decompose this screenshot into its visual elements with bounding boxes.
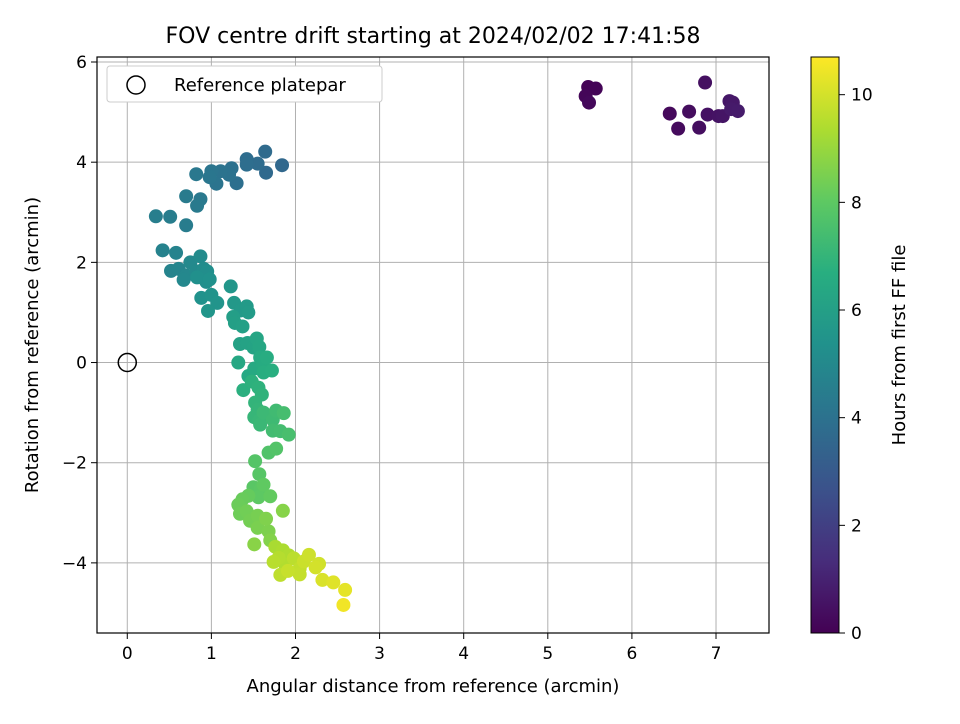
colorbar-label: Hours from first FF file	[889, 245, 910, 446]
data-point	[700, 107, 715, 122]
colorbar-gradient	[810, 56, 840, 634]
data-point	[231, 355, 246, 370]
data-point	[315, 572, 330, 587]
plot-frame	[96, 56, 770, 634]
x-axis-label: Angular distance from reference (arcmin)	[247, 676, 620, 697]
data-point	[275, 158, 290, 173]
data-point	[179, 189, 194, 204]
data-point	[163, 209, 178, 224]
data-point	[236, 383, 251, 398]
data-point	[259, 165, 274, 180]
y-tick-label: 4	[76, 153, 87, 173]
data-point	[582, 95, 597, 110]
data-point	[239, 157, 254, 172]
data-point	[301, 547, 316, 562]
data-point	[223, 279, 238, 294]
x-tick-label: 6	[626, 644, 637, 664]
data-point	[292, 567, 307, 582]
x-tick-label: 7	[711, 644, 722, 664]
data-point	[252, 467, 267, 482]
data-point	[202, 272, 217, 287]
legend: Reference platepar	[106, 65, 383, 103]
data-points	[148, 75, 745, 612]
reference-platepar-marker	[117, 352, 138, 373]
x-tick-label: 2	[290, 644, 301, 664]
data-point	[588, 81, 603, 96]
data-point	[256, 477, 271, 492]
data-point	[241, 305, 256, 320]
data-point	[155, 243, 170, 258]
colorbar-tick-label: 4	[851, 409, 862, 429]
data-point	[264, 363, 279, 378]
x-tick-label: 0	[122, 644, 133, 664]
colorbar-tick-label: 2	[851, 516, 862, 536]
data-point	[269, 441, 284, 456]
data-point	[275, 503, 290, 518]
legend-box	[106, 65, 383, 103]
data-point	[259, 350, 274, 365]
data-point	[210, 295, 225, 310]
data-point	[259, 511, 274, 526]
data-point	[266, 554, 281, 569]
data-point	[248, 454, 263, 469]
data-point	[276, 406, 291, 421]
data-point	[326, 575, 341, 590]
data-point	[281, 427, 296, 442]
data-point	[179, 218, 194, 233]
data-point	[692, 120, 707, 135]
data-point	[190, 270, 205, 285]
data-point	[338, 582, 353, 597]
data-point	[250, 156, 265, 171]
data-point	[671, 121, 686, 136]
data-point	[252, 340, 267, 355]
colorbar-tick-label: 8	[851, 193, 862, 213]
colorbar-ticks: 0 2 4 6 8 10	[839, 86, 873, 644]
data-point	[148, 209, 163, 224]
data-point	[730, 104, 745, 119]
legend-label: Reference platepar	[174, 75, 346, 96]
colorbar-tick-label: 10	[851, 86, 873, 106]
y-tick-label: 0	[76, 354, 87, 374]
data-point	[682, 104, 697, 119]
data-point	[280, 563, 295, 578]
colorbar-tick-label: 0	[851, 624, 862, 644]
x-axis-ticks: 0 1 2 3 4 5 6 7	[122, 633, 722, 664]
data-point	[308, 560, 323, 575]
legend-marker-icon	[126, 75, 146, 95]
data-point	[336, 597, 351, 612]
data-point	[201, 303, 216, 318]
grid-lines	[97, 57, 769, 633]
data-point	[253, 417, 268, 432]
data-point	[263, 489, 278, 504]
y-axis-label: Rotation from reference (arcmin)	[22, 197, 43, 493]
colorbar-tick-label: 6	[851, 301, 862, 321]
x-tick-label: 3	[374, 644, 385, 664]
chart-title: FOV centre drift starting at 2024/02/02 …	[166, 24, 701, 49]
data-point	[193, 249, 208, 264]
y-axis-ticks: −4 −2 0 2 4 6	[62, 53, 97, 574]
data-point	[250, 520, 265, 535]
data-point	[247, 537, 262, 552]
y-tick-label: 6	[76, 53, 87, 73]
data-point	[190, 198, 205, 213]
data-point	[176, 272, 191, 287]
x-tick-label: 1	[206, 644, 217, 664]
data-point	[235, 319, 250, 334]
y-tick-label: 2	[76, 253, 87, 273]
colorbar: 0 2 4 6 8 10 Hours from first FF file	[810, 56, 910, 644]
y-tick-label: −4	[62, 554, 87, 574]
x-tick-label: 5	[542, 644, 553, 664]
data-point	[169, 245, 184, 260]
x-tick-label: 4	[458, 644, 469, 664]
y-tick-label: −2	[62, 454, 87, 474]
data-point	[202, 170, 217, 185]
data-point	[189, 167, 204, 182]
data-point	[662, 106, 677, 121]
data-point	[258, 144, 273, 159]
data-point	[698, 75, 713, 90]
